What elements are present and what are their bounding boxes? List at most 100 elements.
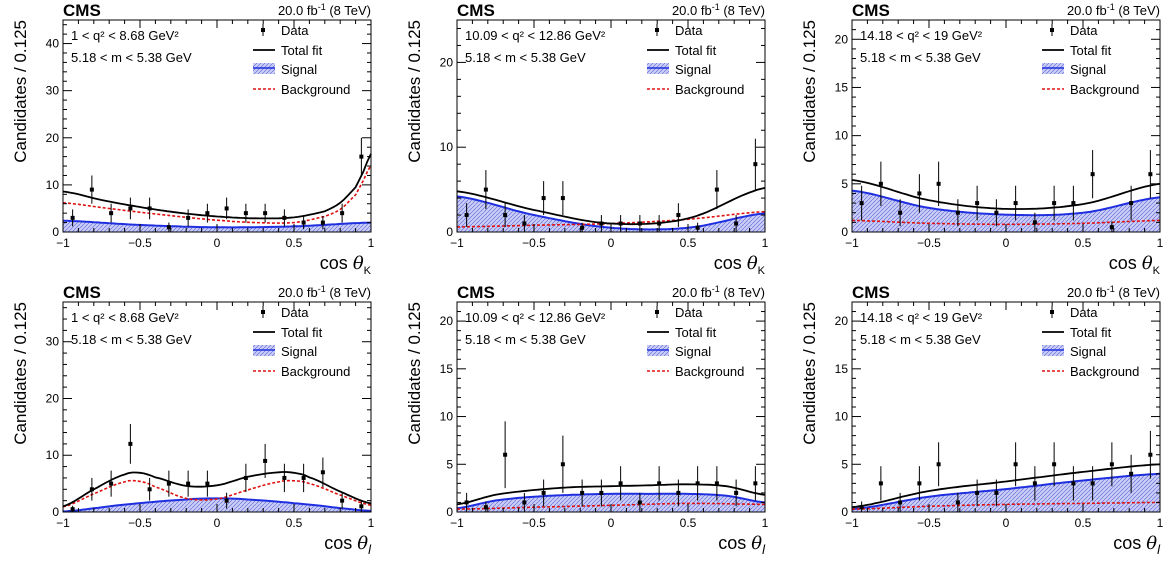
legend-total-fit-label: Total fit	[281, 43, 323, 58]
x-tick-label: −0.5	[128, 236, 152, 250]
legend-signal-label: Signal	[1070, 344, 1106, 359]
y-axis-label: Candidates / 0.125	[405, 302, 424, 445]
data-point	[599, 490, 604, 495]
x-tick-label: 0	[1003, 236, 1010, 250]
data-point	[109, 481, 114, 486]
legend-data-label: Data	[281, 23, 309, 38]
y-tick-label: 20	[46, 391, 60, 405]
data-point	[166, 225, 171, 230]
y-tick-label: 30	[46, 84, 60, 98]
legend-signal-label: Signal	[1070, 62, 1106, 77]
y-tick-label: 0	[446, 505, 453, 519]
total-fit-line	[62, 153, 372, 220]
legend-data-marker	[655, 310, 659, 314]
data-point	[301, 220, 306, 225]
data-point	[676, 490, 681, 495]
data-point	[618, 221, 623, 226]
y-tick-label: 20	[440, 314, 454, 328]
data-point	[955, 210, 960, 215]
data-point	[483, 187, 488, 192]
x-axis-label: cos θK	[714, 253, 766, 277]
cms-label: CMS	[63, 283, 101, 302]
data-point	[1109, 225, 1114, 230]
data-point	[898, 500, 903, 505]
lumi-sup: -1	[1107, 284, 1115, 294]
data-point	[541, 490, 546, 495]
data-point	[676, 213, 681, 218]
x-axis-label-cos: cos	[1113, 533, 1146, 553]
lumi-text: 20.0 fb	[1067, 3, 1107, 18]
legend-data-label: Data	[1070, 23, 1098, 38]
data-point	[89, 487, 94, 492]
x-axis-label: cos θl	[1113, 533, 1161, 557]
data-point	[695, 481, 700, 486]
legend-background-label: Background	[675, 82, 744, 97]
data-point	[1148, 172, 1153, 177]
data-point	[637, 500, 642, 505]
x-tick-label: 0.5	[286, 236, 303, 250]
x-axis-label: cos θK	[320, 253, 372, 277]
x-axis-label-sub: l	[762, 542, 766, 557]
legend-signal-label: Signal	[281, 62, 317, 77]
y-tick-label: 5	[446, 457, 453, 471]
x-tick-label: −0.5	[522, 516, 546, 530]
data-point	[1052, 462, 1057, 467]
data-point	[1109, 462, 1114, 467]
y-axis-label: Candidates / 0.125	[11, 20, 30, 163]
cms-label: CMS	[457, 1, 495, 20]
x-tick-label: −0.5	[917, 236, 941, 250]
data-point	[483, 505, 488, 510]
data-point	[359, 504, 364, 509]
data-point	[359, 154, 364, 159]
x-tick-label: −1	[845, 516, 859, 530]
mass-window-label: 5.18 < m < 5.38 GeV	[465, 332, 586, 347]
x-tick-label: 0.5	[1075, 236, 1092, 250]
legend-total-fit-label: Total fit	[1070, 325, 1112, 340]
y-tick-label: 0	[446, 225, 453, 239]
data-point	[109, 211, 114, 216]
data-point	[541, 196, 546, 201]
data-point	[128, 206, 133, 211]
data-point	[224, 206, 229, 211]
data-point	[878, 481, 883, 486]
x-axis-label-cos: cos	[320, 253, 353, 273]
legend: Data Total fit Signal Background	[253, 23, 350, 97]
legend-background-label: Background	[281, 82, 350, 97]
mass-window-label: 5.18 < m < 5.38 GeV	[465, 50, 586, 65]
data-point	[753, 162, 758, 167]
x-axis-label: cos θK	[1109, 253, 1161, 277]
data-point	[657, 481, 662, 486]
legend-total-fit-label: Total fit	[675, 43, 717, 58]
data-point	[1129, 471, 1134, 476]
mass-window-label: 5.18 < m < 5.38 GeV	[860, 50, 981, 65]
x-tick-label: 1	[1157, 236, 1164, 250]
x-axis-label-theta: θ	[1146, 533, 1157, 554]
lumi-text: (8 TeV)	[326, 3, 371, 18]
x-axis-label-sub: K	[364, 265, 372, 277]
x-axis-label-cos: cos	[1109, 253, 1142, 273]
x-tick-label: −1	[450, 236, 464, 250]
data-point	[560, 196, 565, 201]
x-tick-label: 0.5	[286, 516, 303, 530]
legend-data-marker	[1050, 28, 1054, 32]
y-tick-label: 10	[440, 410, 454, 424]
x-tick-label: 0	[608, 236, 615, 250]
data-point	[186, 215, 191, 220]
data-point	[503, 452, 508, 457]
x-tick-label: 0	[608, 516, 615, 530]
x-axis-label-cos: cos	[714, 253, 747, 273]
cms-label: CMS	[63, 1, 101, 20]
data-point	[186, 481, 191, 486]
lumi-label: 20.0 fb-1 (8 TeV)	[278, 2, 371, 18]
lumi-sup: -1	[318, 284, 326, 294]
data-point	[955, 500, 960, 505]
data-point	[734, 221, 739, 226]
legend: Data Total fit Signal Background	[647, 305, 744, 379]
background-line	[457, 210, 766, 228]
lumi-label: 20.0 fb-1 (8 TeV)	[278, 284, 371, 300]
legend-data-marker	[1050, 310, 1054, 314]
